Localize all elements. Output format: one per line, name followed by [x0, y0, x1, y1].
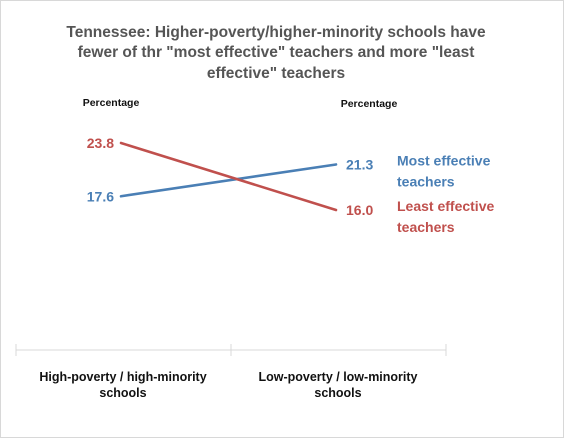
- value-label-most-effective-right: 21.3: [346, 156, 373, 172]
- chart-title-line-2: fewer of thr "most effective" teachers a…: [78, 44, 475, 61]
- chart-marks: 17.6 21.3 Most effective teachers 23.8 16.0 Le…: [87, 135, 495, 235]
- series-line-least-effective: [119, 141, 338, 212]
- category-label-low-poverty-line-1: Low-poverty / low-minority: [258, 370, 417, 384]
- chart-title-line-1: Tennessee: Higher-poverty/higher-minorit…: [66, 24, 486, 41]
- chart-title-line-3: effective" teachers: [207, 65, 345, 82]
- value-label-least-effective-left: 23.8: [87, 135, 114, 151]
- series-name-least-effective-line-1: Least effective: [397, 198, 494, 214]
- value-label-most-effective-left: 17.6: [87, 188, 114, 204]
- series-line-most-effective: [119, 163, 338, 198]
- series-name-most-effective-line-1: Most effective: [397, 152, 491, 168]
- value-label-least-effective-right: 16.0: [346, 202, 373, 218]
- category-label-low-poverty-line-2: schools: [314, 386, 361, 400]
- right-axis-label: Percentage: [341, 98, 398, 110]
- series-name-least-effective-line-2: teachers: [397, 219, 455, 235]
- category-label-high-poverty-line-2: schools: [99, 386, 146, 400]
- category-label-high-poverty-line-1: High-poverty / high-minority: [39, 370, 206, 384]
- series-name-most-effective-line-2: teachers: [397, 173, 455, 189]
- left-axis-label: Percentage: [83, 97, 140, 109]
